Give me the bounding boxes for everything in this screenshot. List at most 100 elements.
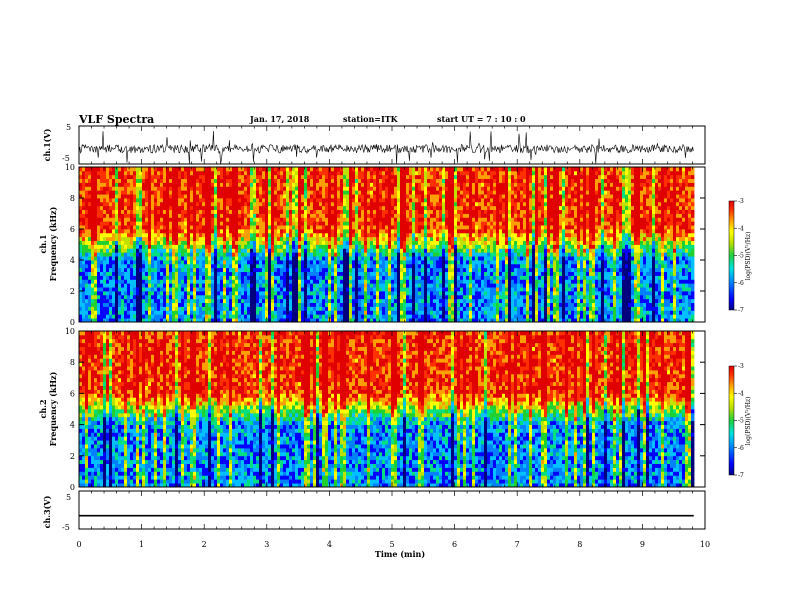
spectrogram-cell xyxy=(142,182,146,187)
spectrogram-cell xyxy=(304,167,308,172)
spectrogram-cell xyxy=(91,229,95,234)
spectrogram-cell xyxy=(412,318,416,323)
spectrogram-cell xyxy=(166,174,170,180)
spectrogram-cell xyxy=(313,229,317,234)
spectrogram-cell xyxy=(139,244,143,249)
spectrogram-cell xyxy=(316,318,320,323)
spectrogram-cell xyxy=(319,174,323,180)
spectrogram-cell xyxy=(304,291,308,296)
spectrogram-cell xyxy=(202,306,206,311)
spectrogram-cell xyxy=(166,232,170,238)
spectrogram-cell xyxy=(334,178,338,183)
spectrogram-cell xyxy=(352,244,356,249)
spectrogram-cell xyxy=(388,217,392,222)
spectrogram-cell xyxy=(370,198,374,203)
spectrogram-cell xyxy=(385,302,389,307)
spectrogram-cell xyxy=(352,318,356,323)
spectrogram-cell xyxy=(202,229,206,234)
spectrogram-cell xyxy=(442,170,446,176)
spectrogram-cell xyxy=(181,271,185,276)
spectrogram-cell xyxy=(163,318,167,323)
spectrogram-cell xyxy=(106,263,110,269)
spectrogram-cell xyxy=(403,229,407,234)
spectrogram-cell xyxy=(376,283,380,288)
spectrogram-cell xyxy=(388,310,392,315)
spectrogram-cell xyxy=(166,302,170,307)
spectrogram-cell xyxy=(313,174,317,180)
spectrogram-cell xyxy=(286,306,290,311)
spectrogram-cell xyxy=(85,244,89,249)
spectrogram-cell xyxy=(181,283,185,288)
spectrogram-cell xyxy=(238,167,242,172)
spectrogram-cell xyxy=(241,318,245,323)
spectrogram-cell xyxy=(169,298,173,304)
spectrogram-cell xyxy=(187,314,191,319)
spectrogram-cell xyxy=(442,225,446,230)
spectrogram-cell xyxy=(349,198,353,203)
spectrogram-cell xyxy=(325,178,329,183)
spectrogram-cell xyxy=(322,229,326,234)
spectrogram-cell xyxy=(340,240,344,245)
spectrogram-cell xyxy=(322,291,326,296)
spectrogram-cell xyxy=(199,306,203,311)
spectrogram-cell xyxy=(385,229,389,234)
spectrogram-cell xyxy=(325,318,329,323)
spectrogram-cell xyxy=(115,194,119,199)
spectrogram-cell xyxy=(334,236,338,242)
spectrogram-cell xyxy=(367,314,371,319)
spectrogram-cell xyxy=(208,221,212,226)
spectrogram-cell xyxy=(331,190,335,195)
spectrogram-cell xyxy=(427,298,431,304)
spectrogram-cell xyxy=(214,225,218,230)
spectrogram-cell xyxy=(391,302,395,307)
spectrogram-cell xyxy=(406,291,410,296)
spectrogram-cell xyxy=(85,298,89,304)
spectrogram-cell xyxy=(190,236,194,242)
spectrogram-cell xyxy=(124,310,128,315)
spectrogram-cell xyxy=(97,314,101,319)
spectrogram-cell xyxy=(79,182,83,187)
spectrogram-cell xyxy=(268,244,272,249)
spectrogram-cell xyxy=(391,190,395,195)
spectrogram-cell xyxy=(166,205,170,211)
spectrogram-cell xyxy=(103,194,107,199)
spectrogram-cell xyxy=(403,263,407,269)
spectrogram-cell xyxy=(436,194,440,199)
spectrogram-cell xyxy=(355,198,359,203)
spectrogram-cell xyxy=(349,287,353,292)
spectrogram-cell xyxy=(415,225,419,230)
spectrogram-cell xyxy=(286,194,290,199)
spectrogram-cell xyxy=(202,294,206,300)
spectrogram-cell xyxy=(193,182,197,187)
spectrogram-cell xyxy=(208,240,212,245)
spectrogram-cell xyxy=(274,291,278,296)
spectrogram-cell xyxy=(214,182,218,187)
spectrogram-cell xyxy=(136,201,140,207)
spectrogram-cell xyxy=(130,252,134,257)
spectrogram-cell xyxy=(124,186,128,191)
spectrogram-cell xyxy=(442,244,446,249)
spectrogram-cell xyxy=(91,198,95,203)
spectrogram-cell xyxy=(298,271,302,276)
spectrogram-cell xyxy=(442,198,446,203)
spectrogram-cell xyxy=(172,198,176,203)
spectrogram-cell xyxy=(370,298,374,304)
spectrogram-cell xyxy=(349,298,353,304)
spectrogram-cell xyxy=(259,283,263,288)
spectrogram-cell xyxy=(193,190,197,195)
spectrogram-cell xyxy=(235,205,239,211)
spectrogram-cell xyxy=(196,263,200,269)
spectrogram-cell xyxy=(343,213,347,218)
spectrogram-cell xyxy=(115,279,119,284)
spectrogram-cell xyxy=(346,252,350,257)
spectrogram-cell xyxy=(103,318,107,323)
spectrogram-cell xyxy=(97,310,101,315)
spectrogram-cell xyxy=(139,190,143,195)
spectrogram-cell xyxy=(319,240,323,245)
spectrogram-cell xyxy=(223,260,227,265)
spectrogram-cell xyxy=(412,225,416,230)
spectrogram-cell xyxy=(361,236,365,242)
spectrogram-cell xyxy=(88,263,92,269)
spectrogram-cell xyxy=(391,178,395,183)
